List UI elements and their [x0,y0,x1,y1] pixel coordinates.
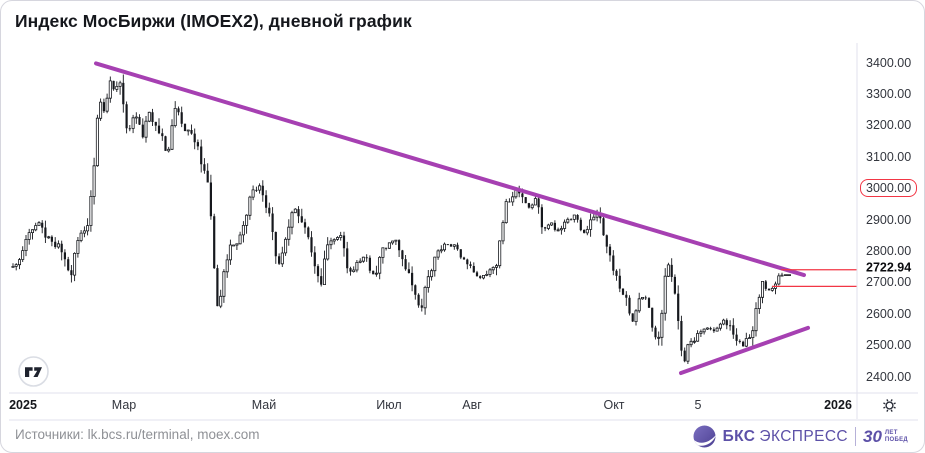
bcs-express-logo: БКС ЭКСПРЕСС 30 ЛЕТ ПОБЕД [693,425,908,448]
trendline-ascending-support[interactable] [679,325,810,376]
last-price-label: 2722.94 [864,259,914,275]
gear-icon[interactable] [879,395,900,416]
sources-text: Источники: lk.bcs.ru/terminal, moex.com [15,427,260,442]
candles-wicks [12,74,783,364]
tradingview-logo-glyph-1 [25,367,33,377]
anniversary-badge: 30 ЛЕТ ПОБЕД [863,426,908,446]
tradingview-logo[interactable] [18,356,49,387]
tradingview-logo-circle [18,356,49,387]
candles-bullish [11,80,784,362]
bcs-sphere-icon [693,425,716,448]
trendline-descending-resistance[interactable] [94,61,806,278]
chart-title: Индекс МосБиржи (IMOEX2), дневной график [15,11,412,31]
gear-icon-shape [883,399,896,412]
brand-divider [855,427,856,446]
tradingview-logo-glyph-7 [33,367,42,377]
bcs-express-wordmark: БКС ЭКСПРЕСС [722,427,848,445]
